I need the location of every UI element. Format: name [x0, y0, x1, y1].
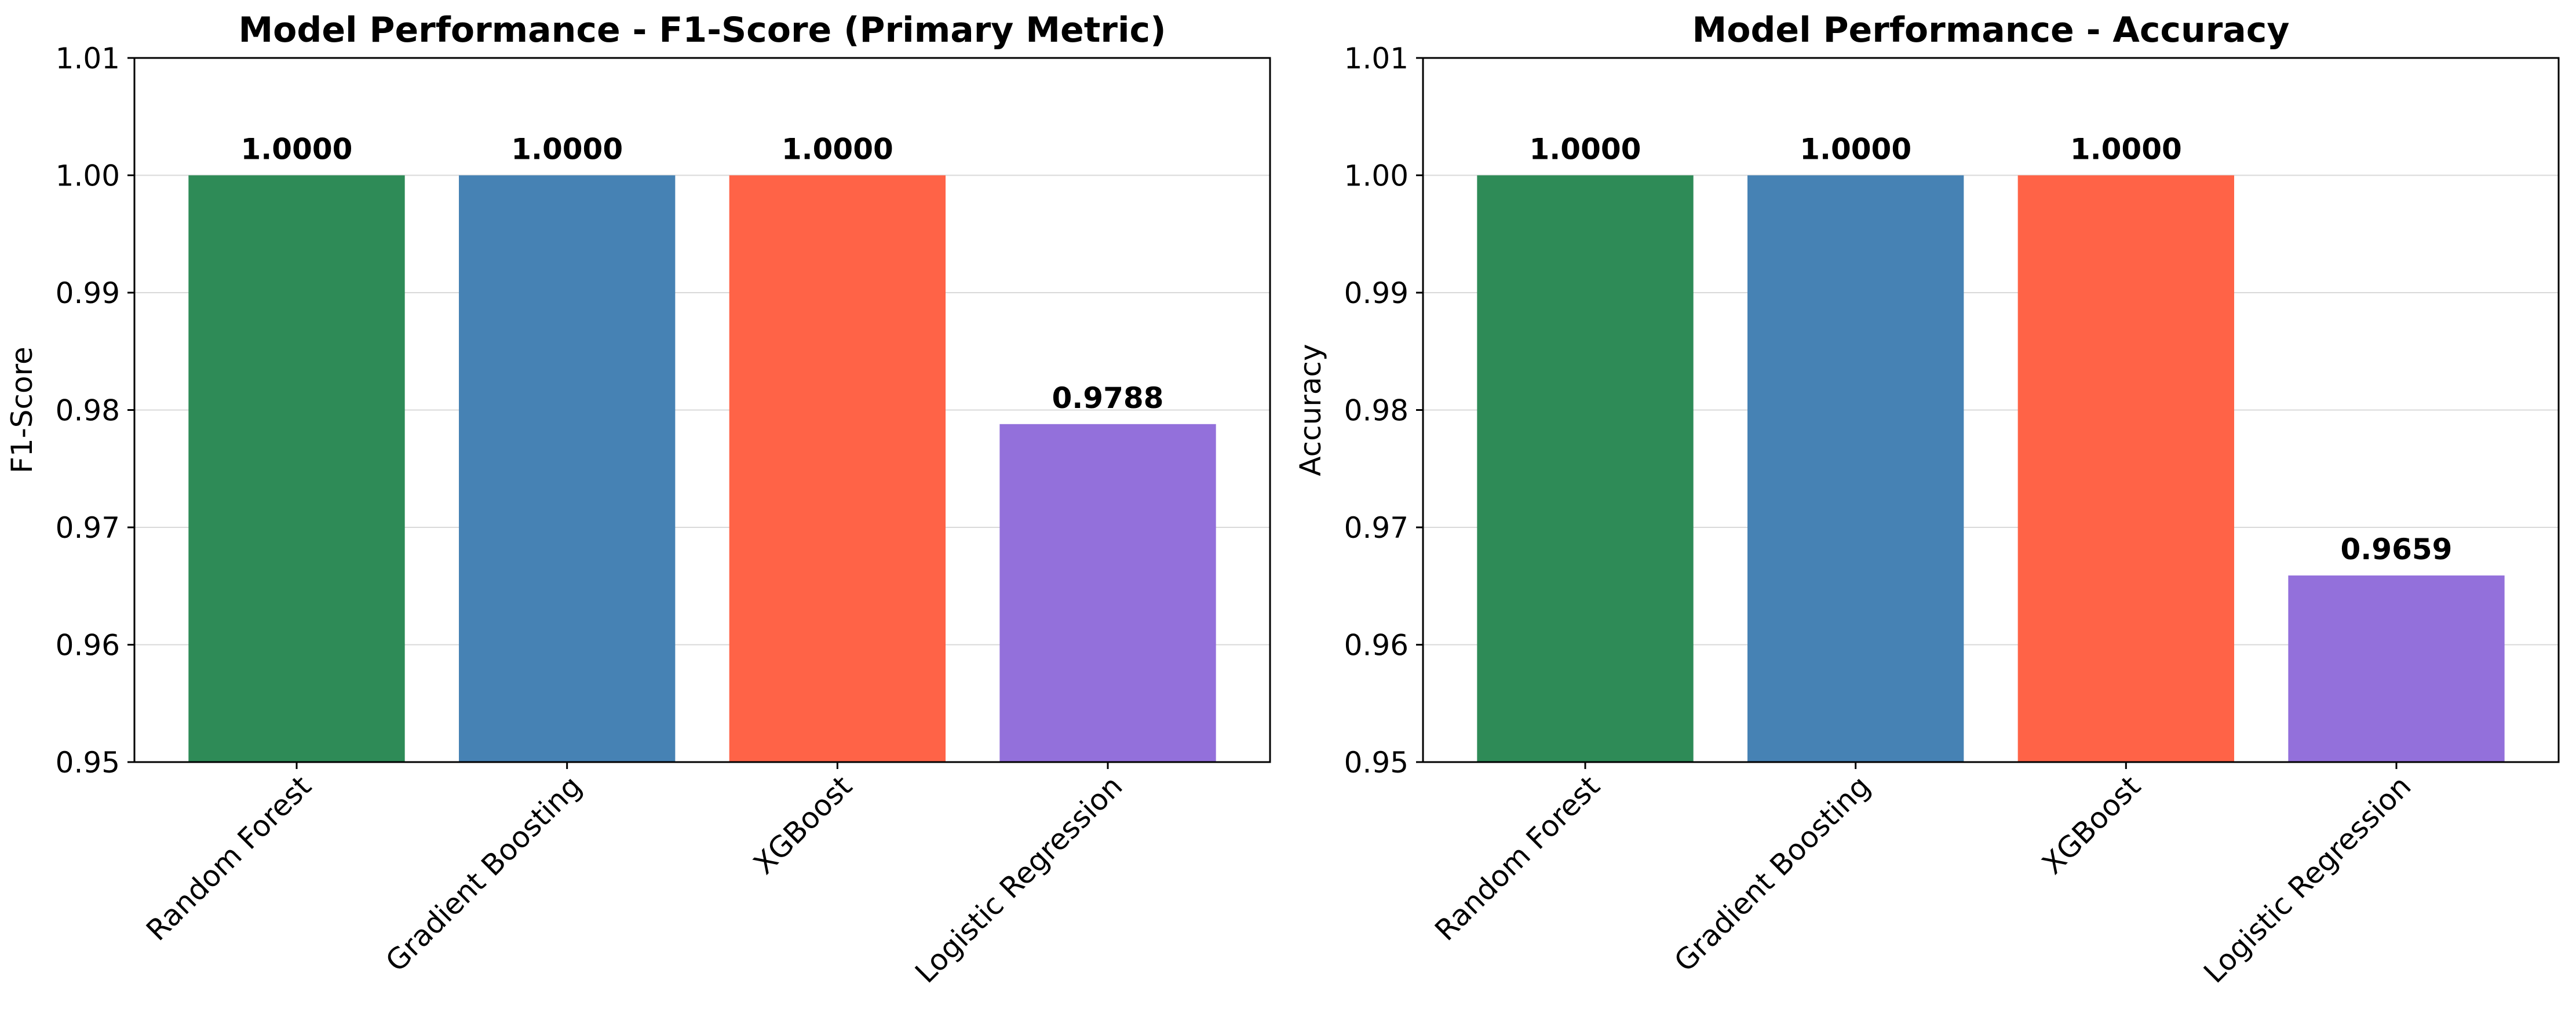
value-labels: 1.0000 1.0000 1.0000 0.9659: [1530, 133, 2453, 567]
bar: [2017, 175, 2234, 762]
y-tick-label: 0.98: [1344, 394, 1409, 428]
y-axis-label: Accuracy: [1294, 344, 1327, 476]
bar: [188, 175, 405, 762]
y-axis-ticks: 0.95 0.96 0.97 0.98 0.99 1.00 1.01: [1344, 42, 1423, 779]
data-label: 1.0000: [1800, 133, 1911, 166]
y-tick-label: 1.01: [1344, 42, 1409, 75]
chart-panel-f1-score: 0.95 0.96 0.97 0.98 0.99 1.00 1.01 Random Fore…: [5, 10, 1271, 990]
y-tick-label: 0.96: [1344, 629, 1409, 662]
bar: [1747, 175, 1964, 762]
y-tick-label: 1.01: [56, 42, 120, 75]
bar: [999, 424, 1216, 762]
data-label: 1.0000: [1530, 133, 1641, 166]
x-tick-label: Random Forest: [140, 769, 318, 947]
x-tick-label: Logistic Regression: [2197, 769, 2417, 989]
y-tick-label: 1.00: [1344, 159, 1409, 193]
x-axis-ticks: Random Forest Gradient Boosting XGBoost Log…: [1428, 762, 2417, 990]
value-labels: 1.0000 1.0000 1.0000 0.9788: [241, 133, 1164, 415]
y-tick-label: 0.97: [56, 511, 120, 545]
y-tick-label: 0.96: [56, 629, 120, 662]
y-tick-label: 0.98: [56, 394, 120, 428]
x-tick-label: XGBoost: [747, 769, 858, 880]
chart-panel-accuracy: 0.95 0.96 0.97 0.98 0.99 1.00 1.01 Random Fore…: [1294, 10, 2560, 990]
y-tick-label: 0.95: [56, 746, 120, 779]
y-axis-ticks: 0.95 0.96 0.97 0.98 0.99 1.00 1.01: [56, 42, 134, 779]
data-label: 1.0000: [2070, 133, 2182, 166]
data-label: 0.9659: [2341, 533, 2453, 566]
y-axis-label: F1-Score: [5, 347, 39, 473]
data-label: 1.0000: [782, 133, 893, 166]
y-tick-label: 1.00: [56, 159, 120, 193]
y-tick-label: 0.97: [1344, 511, 1409, 545]
data-label: 1.0000: [511, 133, 623, 166]
chart-title: Model Performance - Accuracy: [1692, 10, 2290, 50]
chart-title: Model Performance - F1-Score (Primary Me…: [238, 10, 1166, 50]
x-tick-label: Random Forest: [1428, 769, 1606, 947]
x-axis-ticks: Random Forest Gradient Boosting XGBoost Log…: [140, 762, 1129, 990]
x-tick-label: Gradient Boosting: [1668, 769, 1877, 978]
y-tick-label: 0.99: [56, 276, 120, 310]
data-label: 0.9788: [1052, 381, 1164, 415]
y-tick-label: 0.99: [1344, 276, 1409, 310]
data-label: 1.0000: [241, 133, 353, 166]
bar: [459, 175, 676, 762]
x-tick-label: Logistic Regression: [908, 769, 1129, 989]
bars: [1477, 175, 2505, 762]
bar: [2288, 575, 2505, 762]
x-tick-label: XGBoost: [2035, 769, 2147, 880]
bar: [729, 175, 946, 762]
x-tick-label: Gradient Boosting: [380, 769, 589, 978]
bar: [1477, 175, 1694, 762]
y-tick-label: 0.95: [1344, 746, 1409, 779]
bars: [188, 175, 1216, 762]
